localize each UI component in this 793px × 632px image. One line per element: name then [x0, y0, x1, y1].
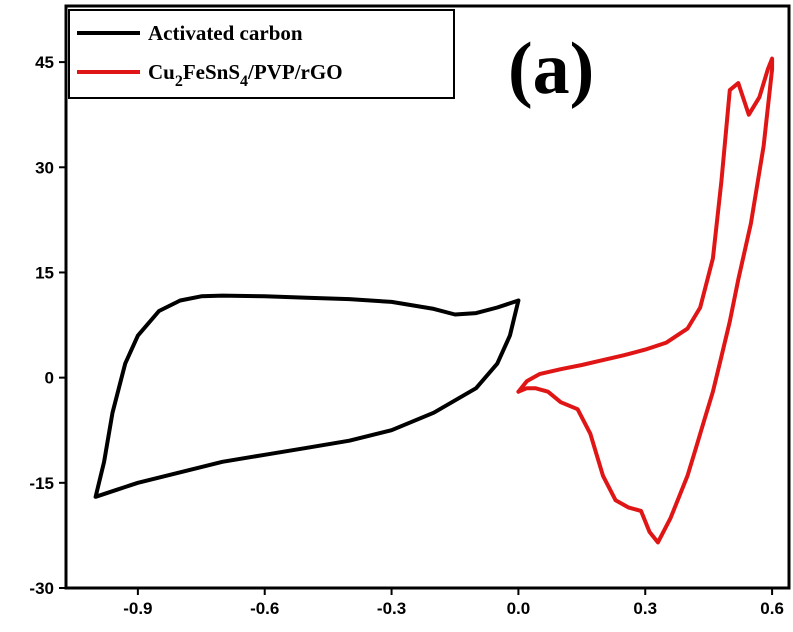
x-tick-label: -0.9 — [123, 599, 152, 618]
y-tick-label: 45 — [35, 53, 54, 72]
y-tick-label: 30 — [35, 158, 54, 177]
plot-frame — [64, 4, 791, 590]
legend-label-cu2fesns4: Cu2FeSnS4/PVP/rGO — [148, 60, 343, 90]
x-tick-label: -0.6 — [250, 599, 279, 618]
series-line-activated-carbon — [93, 293, 521, 499]
y-tick-label: -30 — [29, 579, 54, 598]
y-tick-label: -15 — [29, 474, 54, 493]
x-tick-label: 0.3 — [633, 599, 657, 618]
x-tick-label: 0.6 — [760, 599, 784, 618]
series-line-cu2fesns4 — [516, 56, 775, 545]
legend-box — [68, 9, 455, 99]
axis-ticks: -0.9 -0.6 -0.3 0.0 0.3 0.6 -30 -15 0 15 30 45 — [29, 53, 783, 618]
x-tick-label: 0.0 — [507, 599, 531, 618]
series-lines — [93, 56, 775, 545]
legend-label-activated-carbon: Activated carbon — [148, 21, 303, 45]
y-tick-label: 15 — [35, 263, 54, 282]
x-tick-label: -0.3 — [377, 599, 406, 618]
y-tick-label: 0 — [45, 369, 54, 388]
legend: Activated carbon Cu2FeSnS4/PVP/rGO — [68, 9, 455, 99]
panel-label: (a) — [508, 28, 594, 110]
